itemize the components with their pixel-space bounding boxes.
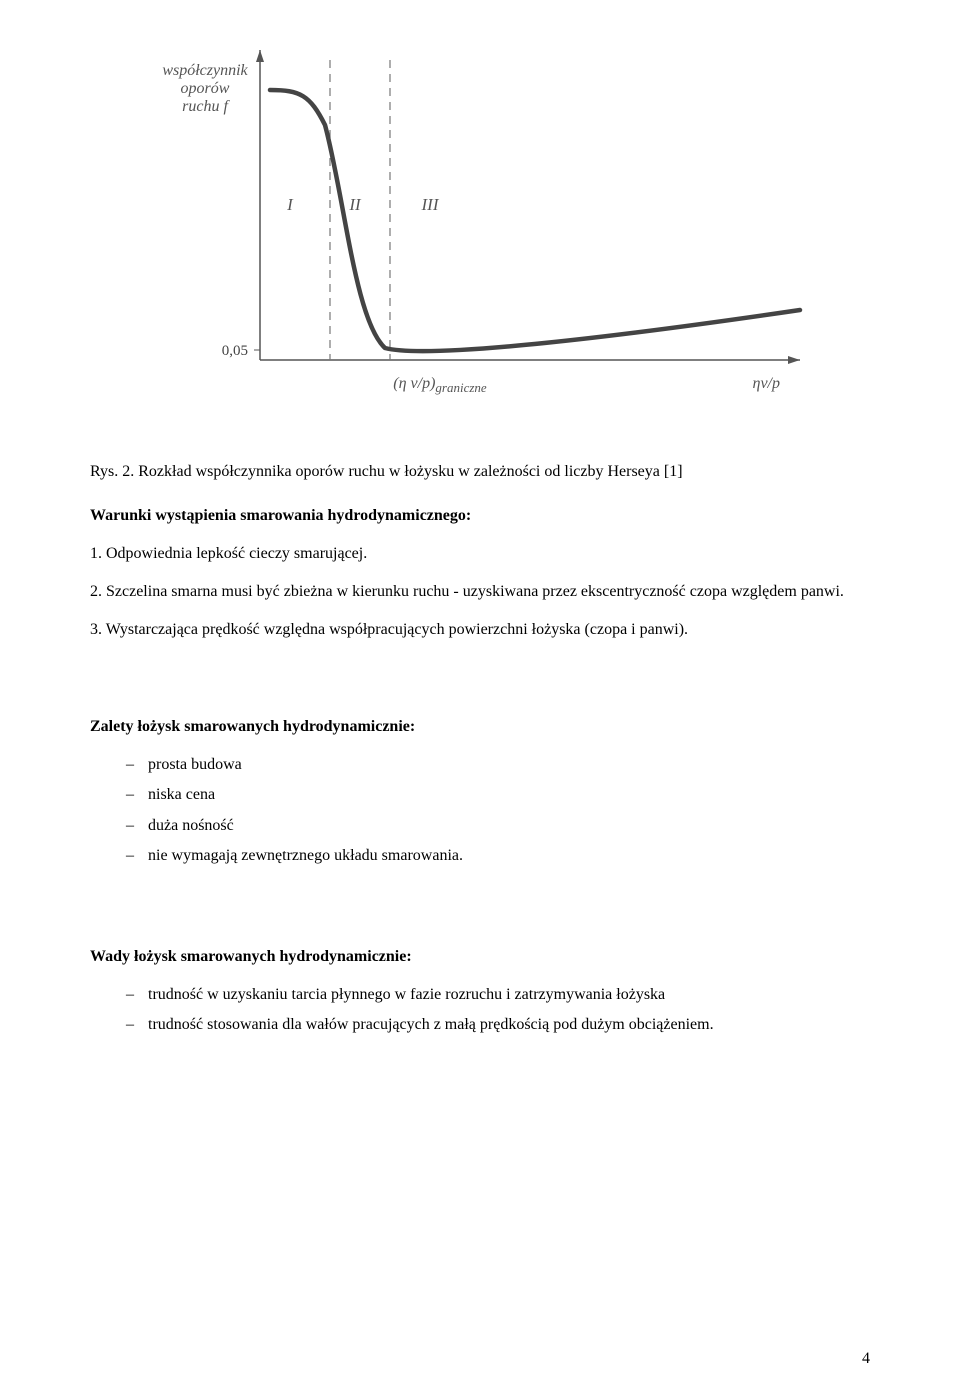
advantages-list: prosta budowa niska cena duża nośność ni… <box>90 750 870 872</box>
condition-item: 3. Wystarczająca prędkość względna współ… <box>90 618 870 642</box>
svg-text:współczynnik: współczynnik <box>162 62 248 79</box>
svg-text:(η ν/p)graniczne: (η ν/p)graniczne <box>393 375 487 395</box>
condition-item: 1. Odpowiednia lepkość cieczy smarującej… <box>90 542 870 566</box>
advantage-item: nie wymagają zewnętrznego układu smarowa… <box>126 841 870 871</box>
figure-caption: Rys. 2. Rozkład współczynnika oporów ruc… <box>90 460 870 484</box>
advantage-item: duża nośność <box>126 811 870 841</box>
condition-item: 2. Szczelina smarna musi być zbieżna w k… <box>90 580 870 604</box>
svg-text:0,05: 0,05 <box>222 343 248 359</box>
svg-text:II: II <box>348 195 362 214</box>
svg-text:oporów: oporów <box>181 80 230 97</box>
disadvantages-title: Wady łożysk smarowanych hydrodynamicznie… <box>90 948 870 966</box>
stribeck-chart: współczynnikoporówruchu f0,05IIIIII(η ν/… <box>130 30 830 435</box>
conditions-list: 1. Odpowiednia lepkość cieczy smarującej… <box>90 542 870 642</box>
advantages-title: Zalety łożysk smarowanych hydrodynamiczn… <box>90 718 870 736</box>
advantage-item: niska cena <box>126 780 870 810</box>
svg-text:I: I <box>286 195 294 214</box>
disadvantage-item: trudność w uzyskaniu tarcia płynnego w f… <box>126 980 870 1010</box>
page-number: 4 <box>862 1350 870 1368</box>
svg-text:ην/p: ην/p <box>753 375 780 392</box>
disadvantage-item: trudność stosowania dla wałów pracującyc… <box>126 1010 870 1040</box>
conditions-title: Warunki wystąpienia smarowania hydrodyna… <box>90 504 870 528</box>
disadvantages-list: trudność w uzyskaniu tarcia płynnego w f… <box>90 980 870 1041</box>
svg-text:III: III <box>421 195 440 214</box>
advantage-item: prosta budowa <box>126 750 870 780</box>
chart-svg: współczynnikoporówruchu f0,05IIIIII(η ν/… <box>130 30 830 430</box>
svg-text:ruchu f: ruchu f <box>182 98 230 115</box>
